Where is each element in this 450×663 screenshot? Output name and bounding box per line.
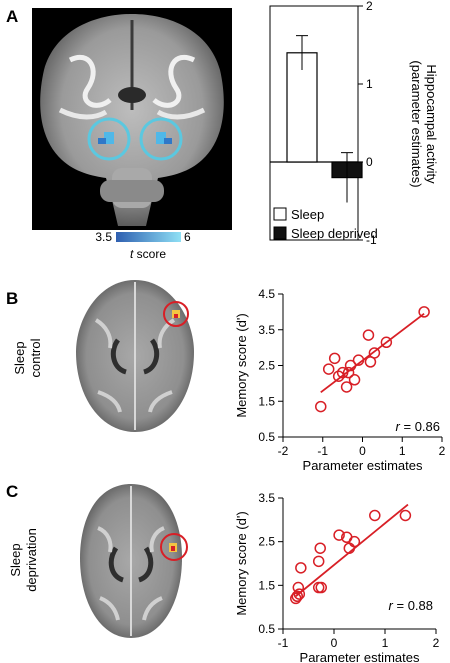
prefrontal-roi-circle-control [163, 301, 189, 327]
data-point [340, 381, 353, 393]
bar-y-tick-label: 2 [366, 0, 373, 13]
axial-brain-image-deprivation [80, 484, 182, 638]
prefrontal-roi-circle-deprivation [160, 533, 188, 561]
data-point [292, 581, 305, 594]
legend-label: Sleep [291, 207, 324, 222]
t-score-colorbar [116, 232, 181, 242]
data-point [348, 374, 361, 386]
sleep-control-condition-label: Sleep control [12, 338, 43, 377]
bar-chart-frame [269, 5, 359, 241]
y-tick-label: 2.5 [258, 535, 275, 549]
data-point [315, 581, 327, 594]
y-tick-label: 1.5 [258, 394, 275, 408]
data-point [369, 509, 381, 522]
scatter-plot-sleep-deprivation: 0.5 1.5 2.5 3.5 -1 0 1 2 Parameter estimates Memo… [234, 491, 440, 663]
scatter-plot-sleep-control: 0.5 1.5 2.5 3.5 4.5 -2 -1 0 1 2 Parameter estimate… [234, 287, 446, 473]
data-point [348, 535, 361, 548]
y-axis-label: Memory score (d') [234, 511, 249, 615]
bar-y-axis-label-line: Hippocampal activity [424, 64, 439, 184]
data-point [368, 347, 381, 359]
regression-line [320, 312, 425, 394]
correlation-r-value: = 0.88 [393, 598, 433, 613]
data-point [399, 509, 412, 522]
data-point [295, 562, 307, 574]
y-tick-label: 4.5 [258, 287, 275, 301]
data-point [352, 354, 365, 366]
data-point [380, 336, 393, 349]
x-tick-label: -2 [278, 444, 289, 458]
colorbar-max-label: 6 [184, 230, 191, 244]
y-tick-label: 3.5 [258, 323, 275, 337]
y-tick-label: 0.5 [258, 622, 275, 636]
x-tick-label: 2 [439, 444, 446, 458]
legend-swatch [273, 226, 287, 240]
correlation-r-symbol: r [396, 419, 401, 434]
bar-y-axis-label-line: (parameter estimates) [409, 60, 424, 187]
data-point [332, 370, 345, 382]
correlation-r-value: = 0.86 [400, 419, 440, 434]
coronal-brain-image [32, 8, 232, 230]
panel-b-label: B [6, 289, 18, 308]
panel-c-label: C [6, 482, 18, 501]
data-point [342, 366, 355, 379]
correlation-r-symbol: r [389, 598, 394, 613]
x-tick-label: 1 [382, 636, 389, 650]
condition-b-line1: Sleep [12, 341, 27, 374]
x-tick-label: 1 [399, 444, 406, 458]
y-tick-label: 3.5 [258, 491, 275, 505]
correlation-annotation: r = 0.88 [389, 598, 433, 613]
data-point [418, 306, 430, 318]
x-tick-label: 2 [433, 636, 440, 650]
y-tick-label: 1.5 [258, 578, 275, 592]
x-tick-label: 0 [331, 636, 338, 650]
left-hippocampus-roi-circle [87, 117, 131, 161]
correlation-annotation: r = 0.86 [396, 419, 440, 434]
colorbar-label: t score [130, 247, 166, 261]
bar-y-tick-label: 1 [366, 77, 373, 91]
legend-swatch [273, 207, 287, 221]
data-point [291, 590, 304, 602]
x-tick-label: -1 [317, 444, 328, 458]
condition-b-line2: control [28, 338, 43, 377]
x-axis-label: Parameter estimates [303, 458, 423, 473]
data-point [314, 542, 326, 554]
data-point [362, 329, 375, 341]
legend-label: Sleep deprived [291, 226, 378, 241]
data-point [293, 588, 306, 600]
hippocampal-activity-bar-chart: -1 0 1 2 Sleep Sleep deprived Hippocampal acti… [269, 0, 439, 247]
right-hippocampus-roi-circle [139, 117, 183, 161]
data-point [315, 400, 327, 413]
y-tick-label: 2.5 [258, 359, 275, 373]
condition-c-line1: Sleep [8, 543, 23, 576]
condition-c-line2: deprivation [24, 528, 39, 592]
bar-y-tick-label: -1 [366, 233, 377, 247]
y-tick-label: 0.5 [258, 430, 275, 444]
x-tick-label: 0 [359, 444, 366, 458]
data-point [344, 359, 357, 372]
hippocampal-activation-clusters [98, 132, 172, 144]
data-point [328, 352, 341, 365]
bar-y-axis-label: Hippocampal activity(parameter estimates… [409, 60, 439, 187]
data-point [322, 363, 335, 375]
panel-a-label: A [6, 7, 18, 26]
sleep-deprivation-condition-label: Sleep deprivation [8, 528, 39, 592]
y-axis-label: Memory score (d') [234, 313, 249, 417]
x-tick-label: -1 [278, 636, 289, 650]
bar-y-tick-label: 0 [366, 155, 373, 169]
data-point [333, 529, 345, 541]
bar [286, 52, 318, 163]
regression-line [295, 503, 409, 597]
x-axis-label: Parameter estimates [300, 650, 420, 663]
colorbar-min-label: 3.5 [95, 230, 112, 244]
data-point [312, 555, 325, 568]
data-point [336, 366, 349, 379]
